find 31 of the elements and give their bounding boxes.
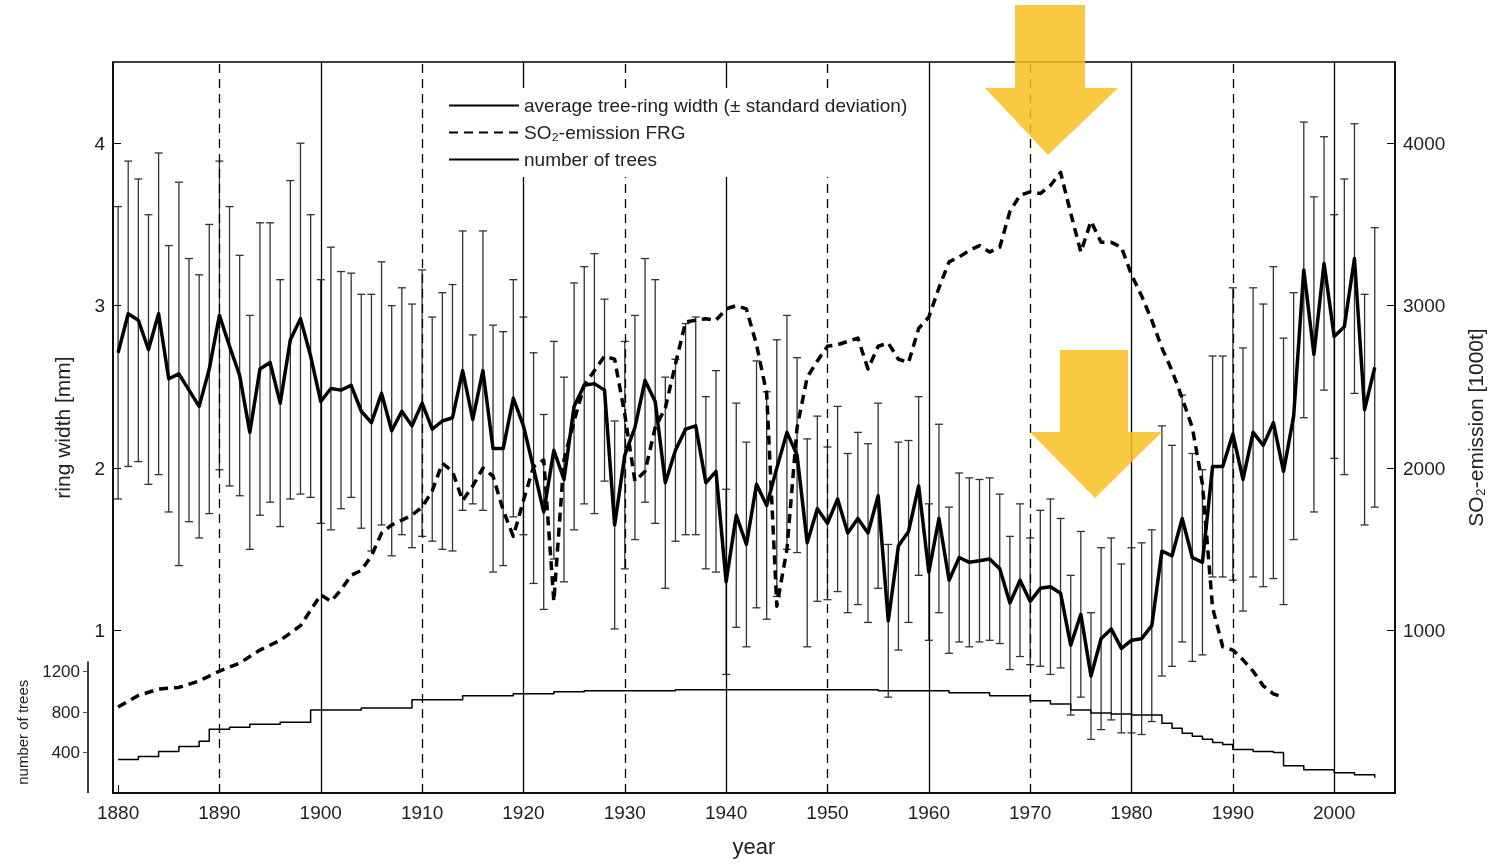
y-tick-label: 3 xyxy=(94,295,105,317)
x-tick-label: 1880 xyxy=(96,802,140,823)
y-tick-label: 4 xyxy=(94,132,106,154)
y-axis-title: ring width [mm] xyxy=(51,356,74,499)
y2-axis-title: SO₂-emission [1000t] xyxy=(1464,328,1487,527)
x-tick-label: 1980 xyxy=(1110,802,1153,823)
y2-tick-label: 2000 xyxy=(1403,457,1446,479)
y-tick-label: 1 xyxy=(94,620,105,642)
legend-label: SO₂-emission FRG xyxy=(524,122,686,143)
y2-tick-label: 4000 xyxy=(1403,132,1446,154)
x-tick-label: 1950 xyxy=(806,802,849,823)
y2-tick-label: 3000 xyxy=(1403,295,1446,317)
x-tick-label: 1970 xyxy=(1009,802,1052,823)
legend-label: number of trees xyxy=(524,149,658,170)
y3-axis-title: number of trees xyxy=(13,679,31,785)
y2-tick-label: 1000 xyxy=(1403,620,1446,642)
y-tick-label: 2 xyxy=(94,457,105,479)
y3-tick-label: 1200 xyxy=(42,662,80,681)
x-tick-label: 1920 xyxy=(502,802,545,823)
x-tick-label: 1930 xyxy=(603,802,646,823)
x-tick-label: 1960 xyxy=(907,802,950,823)
y3-tick-label: 400 xyxy=(51,743,80,762)
y3-tick-label: 800 xyxy=(51,702,80,722)
x-tick-label: 1890 xyxy=(198,802,241,823)
x-tick-label: 1990 xyxy=(1211,802,1254,823)
legend-label: average tree-ring width (± standard deviation) xyxy=(524,95,908,116)
x-tick-label: 1940 xyxy=(704,802,748,823)
x-tick-label: 1900 xyxy=(299,802,342,823)
x-tick-label: 1910 xyxy=(400,802,444,823)
x-tick-label: 2000 xyxy=(1313,802,1356,823)
x-axis-title: year xyxy=(732,833,776,859)
